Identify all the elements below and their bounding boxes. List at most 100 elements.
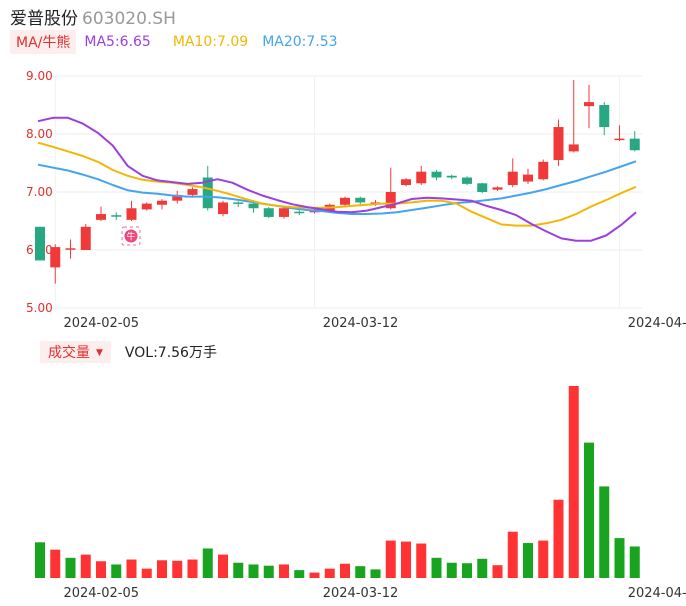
candle: [111, 215, 122, 217]
ma10-line: [37, 141, 637, 227]
candle: [599, 105, 610, 128]
volume-bar: [248, 564, 259, 578]
candle: [446, 175, 457, 178]
candle: [477, 183, 488, 192]
volume-bar: [111, 564, 122, 578]
volume-bar: [263, 565, 274, 578]
volume-bar: [355, 566, 366, 578]
candle: [538, 161, 549, 180]
candle: [202, 177, 213, 209]
volume-bar: [629, 546, 640, 578]
bull-marker-frame: [121, 226, 141, 246]
volume-bar: [431, 557, 442, 578]
volume-bar: [446, 562, 457, 578]
ma-legend: MA/牛熊 MA5:6.65 MA10:7.09 MA20:7.53: [10, 30, 338, 54]
volume-bar: [309, 572, 320, 578]
volume-bar: [492, 565, 503, 578]
volume-bar: [416, 543, 427, 578]
candle: [279, 208, 289, 217]
volume-bar: [65, 557, 76, 578]
bull-marker-glyph: 牛: [126, 231, 135, 243]
ma10-value: MA10:7.09: [172, 34, 249, 50]
candle: [568, 144, 579, 152]
volume-bar: [568, 386, 579, 578]
ma5-line: [37, 116, 637, 242]
candle: [141, 203, 152, 210]
candle: [157, 200, 167, 205]
candle: [233, 202, 244, 204]
stock-code: 603020.SH: [82, 9, 176, 29]
candle: [416, 171, 427, 184]
volume-bar: [80, 554, 91, 578]
candle: [340, 197, 350, 205]
x-tick-label: 2024-04-10: [628, 316, 686, 331]
volume-legend: 成交量 ▼ VOL:7.56万手: [40, 341, 217, 363]
candle: [553, 127, 564, 161]
volume-bar: [401, 541, 411, 578]
y-tick-label: 5.00: [26, 301, 53, 315]
y-tick-label: 8.00: [26, 127, 53, 141]
volume-bar: [507, 531, 518, 578]
x-tick-label: 2024-04-10: [628, 586, 686, 601]
x-tick-label: 2024-03-12: [323, 586, 399, 601]
volume-bar: [202, 548, 213, 578]
stock-title: 爱普股份 603020.SH: [10, 4, 176, 29]
volume-value: VOL:7.56万手: [124, 345, 217, 361]
candle: [172, 194, 183, 201]
candle: [507, 171, 518, 186]
ma20-line: [37, 160, 637, 215]
candle: [385, 192, 396, 209]
candle: [584, 102, 594, 107]
volume-bar: [324, 568, 335, 578]
candle: [629, 138, 640, 151]
volume-bar: [35, 542, 45, 578]
candle: [355, 197, 366, 203]
y-tick-label: 9.00: [26, 69, 53, 83]
candle: [187, 189, 198, 195]
volume-bar: [279, 564, 289, 578]
x-tick-label: 2024-03-12: [323, 316, 399, 331]
volume-bar: [96, 561, 106, 578]
volume-bar: [157, 560, 167, 578]
volume-bar: [462, 563, 472, 578]
volume-bar: [187, 559, 198, 578]
candle: [248, 203, 259, 209]
volume-bar: [599, 486, 610, 578]
volume-bar: [340, 563, 350, 578]
bull-marker-icon: [124, 229, 138, 243]
candle: [462, 177, 472, 184]
volume-bar: [477, 558, 488, 578]
ma5-value: MA5:6.65: [84, 34, 151, 50]
volume-bar: [614, 538, 625, 578]
volume-bar: [126, 559, 137, 578]
y-tick-label: 7.00: [26, 185, 53, 199]
x-tick-label: 2024-02-05: [63, 316, 139, 331]
volume-bar: [50, 549, 61, 578]
volume-bar: [141, 568, 152, 578]
volume-bar: [294, 570, 305, 578]
candle: [218, 202, 228, 215]
volume-bar: [172, 560, 183, 578]
candle: [431, 171, 442, 178]
volume-bar: [218, 554, 228, 578]
candle: [492, 187, 503, 190]
volume-bar: [370, 569, 381, 578]
candle: [294, 211, 305, 214]
candle: [96, 214, 106, 220]
candle: [35, 226, 45, 261]
volume-tag-label: 成交量: [48, 345, 90, 361]
volume-bar: [553, 499, 564, 578]
ma20-value: MA20:7.53: [262, 34, 338, 50]
candle: [126, 208, 137, 220]
candle: [65, 248, 76, 250]
x-tick-label: 2024-02-05: [63, 586, 139, 601]
candle: [263, 208, 274, 217]
candle: [50, 247, 61, 268]
candle: [523, 174, 533, 182]
volume-bar: [538, 540, 549, 578]
stock-name: 爱普股份: [10, 9, 78, 29]
volume-bar: [233, 562, 244, 578]
ma-indicator-selector[interactable]: MA/牛熊: [10, 30, 77, 54]
volume-indicator-selector[interactable]: 成交量 ▼: [40, 341, 111, 363]
